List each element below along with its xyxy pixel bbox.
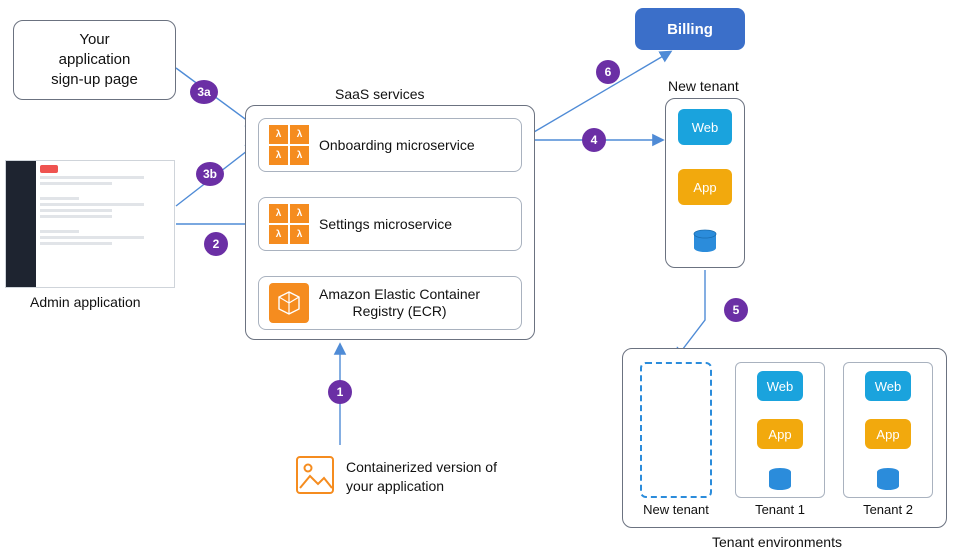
signup-text: Your application sign-up page	[51, 30, 138, 91]
ecr-label: Amazon Elastic Container Registry (ECR)	[319, 286, 480, 321]
settings-service: λλ λλ Settings microservice	[258, 197, 522, 251]
signup-l3: sign-up page	[51, 71, 138, 88]
tenant-1-box: Web App	[735, 362, 825, 498]
step-2: 2	[204, 232, 228, 256]
lambda-icon: λλ λλ	[269, 204, 309, 244]
signup-l1: Your	[79, 31, 109, 48]
onboarding-label: Onboarding microservice	[319, 137, 475, 153]
admin-app-image	[5, 160, 175, 288]
admin-label: Admin application	[30, 294, 141, 310]
new-tenant-placeholder	[640, 362, 712, 498]
step-6: 6	[596, 60, 620, 84]
admin-main	[36, 161, 174, 287]
tenant-2-label: Tenant 2	[843, 502, 933, 517]
web-tier: Web	[757, 371, 803, 401]
cont-l2: your application	[346, 478, 444, 494]
containerized-label: Containerized version of your applicatio…	[346, 458, 516, 496]
step-3a: 3a	[190, 80, 218, 104]
tenant-2-box: Web App	[843, 362, 933, 498]
new-tenant-title: New tenant	[668, 78, 739, 94]
signup-box: Your application sign-up page	[13, 20, 176, 100]
tenant-1-label: Tenant 1	[735, 502, 825, 517]
step-1: 1	[328, 380, 352, 404]
app-tier: App	[865, 419, 911, 449]
app-tier: App	[678, 169, 732, 205]
app-tier: App	[757, 419, 803, 449]
onboarding-service: λλ λλ Onboarding microservice	[258, 118, 522, 172]
database-icon	[692, 229, 718, 253]
image-icon	[294, 454, 336, 496]
web-tier: Web	[678, 109, 732, 145]
lambda-icon: λλ λλ	[269, 125, 309, 165]
database-icon	[875, 467, 901, 491]
new-tenant-stack: Web App	[665, 98, 745, 268]
billing-box: Billing	[635, 8, 745, 50]
ecr-l2: Registry (ECR)	[352, 303, 446, 319]
step-5: 5	[724, 298, 748, 322]
new-tenant-label: New tenant	[640, 502, 712, 517]
ecr-icon	[269, 283, 309, 323]
saas-title: SaaS services	[335, 86, 424, 102]
ecr-l1: Amazon Elastic Container	[319, 286, 480, 302]
step-3b: 3b	[196, 162, 224, 186]
ecr-service: Amazon Elastic Container Registry (ECR)	[258, 276, 522, 330]
database-icon	[767, 467, 793, 491]
web-tier: Web	[865, 371, 911, 401]
signup-l2: application	[59, 51, 131, 68]
cont-l1: Containerized version of	[346, 459, 497, 475]
step-4: 4	[582, 128, 606, 152]
billing-label: Billing	[667, 21, 713, 38]
admin-sidebar	[6, 161, 36, 287]
settings-label: Settings microservice	[319, 216, 452, 232]
tenant-env-title: Tenant environments	[712, 534, 842, 550]
